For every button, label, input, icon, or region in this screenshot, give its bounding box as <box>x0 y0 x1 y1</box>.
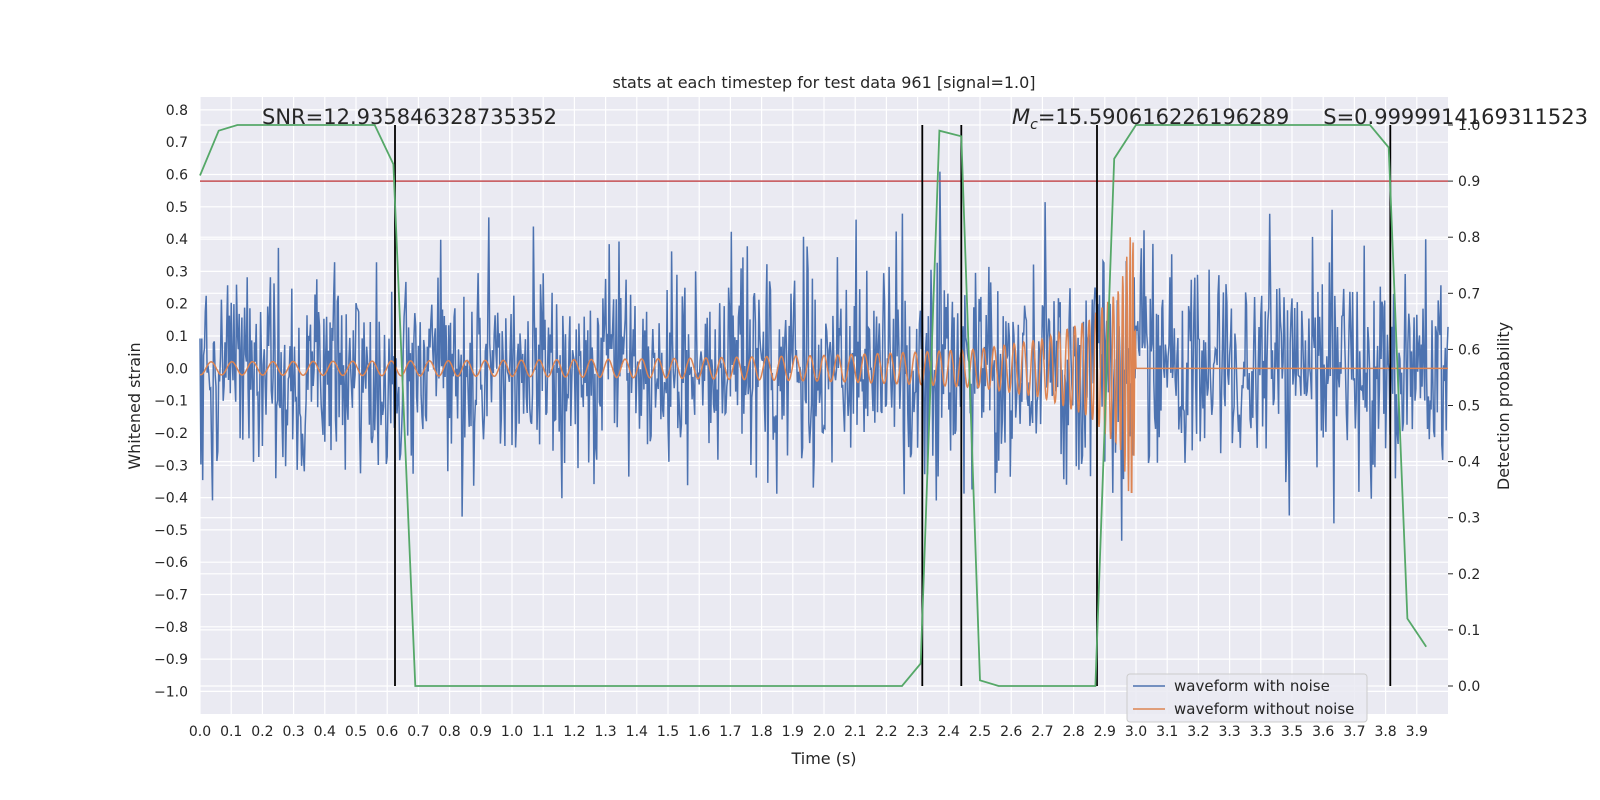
y-tick-label: 0.0 <box>166 361 188 377</box>
x-tick-label: 3.9 <box>1406 724 1428 740</box>
y-tick-label: −0.3 <box>154 458 188 474</box>
legend-label-with-noise: waveform with noise <box>1174 677 1330 695</box>
y-tick-label: −0.5 <box>154 523 188 539</box>
right-axis-tick-label: 0.3 <box>1458 511 1480 527</box>
series-waveform-with-noise <box>199 171 1449 541</box>
right-axis-tick-label: 0.5 <box>1458 399 1480 415</box>
x-tick-label: 3.2 <box>1187 724 1209 740</box>
legend-label-without-noise: waveform without noise <box>1174 700 1354 718</box>
x-tick-label: 3.1 <box>1156 724 1178 740</box>
right-axis-tick-label: 1.0 <box>1458 118 1480 134</box>
x-tick-label: 0.8 <box>438 724 460 740</box>
x-tick-label: 2.1 <box>844 724 866 740</box>
x-tick-label: 2.0 <box>813 724 835 740</box>
right-axis-tick-label: 0.1 <box>1458 623 1480 639</box>
x-tick-label: 3.8 <box>1374 724 1396 740</box>
x-axis-label: Time (s) <box>790 749 856 768</box>
x-tick-label: 1.5 <box>657 724 679 740</box>
y-tick-label: −0.7 <box>154 588 188 604</box>
x-tick-label: 2.5 <box>969 724 991 740</box>
right-axis-tick-label: 0.2 <box>1458 567 1480 583</box>
chart-title: stats at each timestep for test data 961… <box>612 73 1035 92</box>
right-axis-ticks: 1.0 0.9 0.8 0.7 0.6 0.5 0.4 0.3 0.2 0.1 0.0 <box>1448 118 1480 695</box>
x-tick-label: 1.9 <box>782 724 804 740</box>
y-tick-label: 0.6 <box>166 168 188 184</box>
x-tick-label: 0.9 <box>470 724 492 740</box>
chirp-mass-symbol: M <box>1012 105 1030 129</box>
x-tick-label: 2.8 <box>1062 724 1084 740</box>
x-tick-label: 0.3 <box>282 724 304 740</box>
x-tick-label: 2.9 <box>1094 724 1116 740</box>
x-tick-label: 1.3 <box>594 724 616 740</box>
x-tick-label: 3.3 <box>1218 724 1240 740</box>
series-waveform-without-noise <box>199 237 1448 494</box>
s-annotation: S=0.9999914169311523 <box>1323 105 1588 129</box>
x-tick-label: 0.2 <box>251 724 273 740</box>
x-tick-label: 3.5 <box>1281 724 1303 740</box>
x-tick-label: 1.7 <box>719 724 741 740</box>
y-tick-label: 0.5 <box>166 200 188 216</box>
x-tick-label: 0.7 <box>407 724 429 740</box>
right-axis-tick-label: 0.7 <box>1458 286 1480 302</box>
right-axis-tick-label: 0.9 <box>1458 174 1480 190</box>
right-axis-tick-label: 0.6 <box>1458 342 1480 358</box>
x-tick-label: 1.0 <box>501 724 523 740</box>
x-tick-label: 2.4 <box>938 724 960 740</box>
y-tick-label: −1.0 <box>154 684 188 700</box>
right-axis-label: Detection probability <box>1494 322 1513 490</box>
x-tick-label: 2.2 <box>875 724 897 740</box>
x-tick-label: 1.8 <box>750 724 772 740</box>
y-tick-label: 0.2 <box>166 297 188 313</box>
x-tick-label: 0.1 <box>220 724 242 740</box>
x-tick-label: 3.6 <box>1312 724 1334 740</box>
right-axis-tick-label: 0.4 <box>1458 455 1480 471</box>
x-tick-label: 2.7 <box>1031 724 1053 740</box>
series-detection-probability <box>199 124 1427 687</box>
chirp-mass-annotation: Mc=15.590616226196289 <box>1012 105 1289 133</box>
legend-box <box>1126 673 1368 723</box>
right-axis-tick-label: 0.8 <box>1458 230 1480 246</box>
y-tick-label: 0.8 <box>166 103 188 119</box>
x-tick-label: 0.4 <box>314 724 336 740</box>
x-tick-label: 1.6 <box>688 724 710 740</box>
y-tick-label: −0.6 <box>154 555 188 571</box>
chirp-mass-value: =15.590616226196289 <box>1038 105 1289 129</box>
chirp-mass-subscript: c <box>1030 117 1038 133</box>
y-tick-label: 0.7 <box>166 135 188 151</box>
x-tick-label: 3.3 <box>1250 724 1272 740</box>
y-axis-label: Whitened strain <box>125 342 144 469</box>
y-tick-label: 0.3 <box>166 264 188 280</box>
x-tick-label: 2.3 <box>906 724 928 740</box>
x-tick-label: 1.1 <box>532 724 554 740</box>
x-tick-label: 1.4 <box>626 724 648 740</box>
snr-annotation: SNR=12.935846328735352 <box>262 105 557 129</box>
y-tick-label: 0.1 <box>166 329 188 345</box>
x-tick-label: 3.7 <box>1343 724 1365 740</box>
x-tick-label: 0.6 <box>376 724 398 740</box>
y-tick-label: −0.1 <box>154 394 188 410</box>
legend: waveform with noise waveform without noi… <box>1126 673 1368 723</box>
y-tick-label: −0.4 <box>154 491 188 507</box>
right-axis-tick-label: 0.0 <box>1458 679 1480 695</box>
x-tick-label: 0.5 <box>345 724 367 740</box>
y-tick-label: −0.8 <box>154 620 188 636</box>
y-tick-label: −0.9 <box>154 652 188 668</box>
x-tick-label: 3.0 <box>1125 724 1147 740</box>
y-tick-label: −0.2 <box>154 426 188 442</box>
y-tick-label: 0.4 <box>166 232 188 248</box>
y-axis-ticks: 0.8 0.7 0.6 0.5 0.4 0.3 0.2 0.1 0.0 −0.1 −0.2 −0.3 −… <box>154 103 188 701</box>
x-axis-ticks: 0.0 0.1 0.2 0.3 0.4 0.5 0.6 0.7 0.8 0.9 1.0 1.1 1.2 1… <box>189 724 1428 740</box>
x-tick-label: 2.6 <box>1000 724 1022 740</box>
x-tick-label: 1.2 <box>563 724 585 740</box>
x-tick-label: 0.0 <box>189 724 211 740</box>
